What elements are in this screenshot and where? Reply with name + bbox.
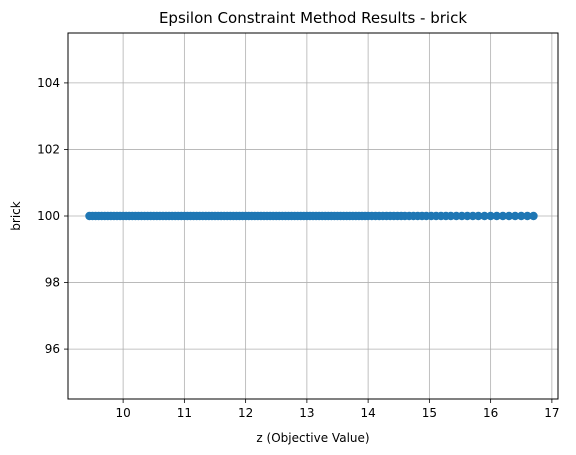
- x-tick-label: 15: [422, 406, 437, 420]
- x-axis-ticks: 10 11 12 13 14 15 16 17: [115, 399, 560, 420]
- data-point: [517, 211, 526, 221]
- x-tick-label: 11: [177, 406, 192, 420]
- x-axis-label: z (Objective Value): [256, 431, 369, 445]
- chart-title: Epsilon Constraint Method Results - bric…: [159, 9, 467, 27]
- x-tick-label: 13: [299, 406, 314, 420]
- y-tick-label: 96: [45, 342, 60, 356]
- y-tick-label: 100: [37, 209, 60, 223]
- data-point: [523, 211, 532, 221]
- y-axis-ticks: 96 98 100 102 104: [37, 76, 68, 356]
- data-point: [486, 211, 495, 221]
- y-axis-label: brick: [9, 201, 23, 230]
- data-point: [474, 211, 483, 221]
- data-point: [529, 211, 538, 221]
- x-tick-label: 10: [115, 406, 130, 420]
- x-tick-label: 17: [544, 406, 559, 420]
- y-tick-label: 104: [37, 76, 60, 90]
- y-tick-label: 98: [45, 276, 60, 290]
- x-tick-label: 12: [238, 406, 253, 420]
- x-tick-label: 16: [483, 406, 498, 420]
- data-point: [480, 211, 489, 221]
- data-points: [85, 211, 538, 221]
- data-point: [504, 211, 514, 221]
- x-tick-label: 14: [360, 406, 375, 420]
- data-point: [492, 211, 501, 221]
- y-tick-label: 102: [37, 142, 60, 156]
- data-point: [498, 211, 508, 221]
- data-point: [510, 211, 520, 221]
